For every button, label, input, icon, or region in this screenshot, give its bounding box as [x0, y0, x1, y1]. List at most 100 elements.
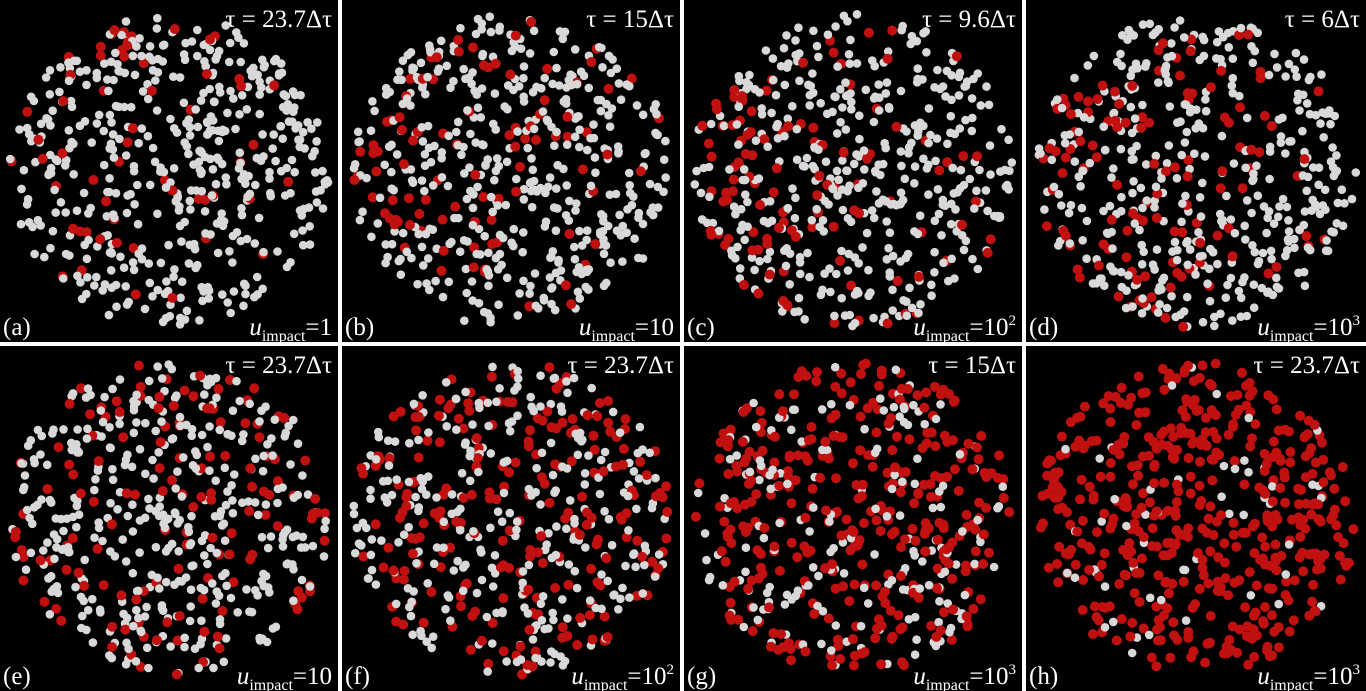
- red-particle: [605, 427, 615, 437]
- red-particle: [1216, 66, 1226, 76]
- particle: [243, 105, 252, 114]
- red-particle: [1158, 38, 1168, 48]
- particle: [758, 110, 767, 119]
- particle: [122, 639, 131, 648]
- particle: [300, 144, 309, 153]
- red-particle: [1243, 660, 1253, 670]
- particle: [847, 105, 856, 114]
- red-particle: [128, 123, 138, 133]
- particle: [49, 227, 58, 236]
- red-particle: [1136, 123, 1146, 133]
- particle: [25, 218, 34, 227]
- particle: [452, 395, 461, 404]
- particle: [805, 273, 814, 282]
- particle: [385, 461, 394, 470]
- particle: [939, 482, 948, 491]
- red-particle: [835, 256, 845, 266]
- particle: [281, 432, 290, 441]
- particle: [957, 166, 966, 175]
- particle: [1163, 304, 1172, 313]
- red-particle: [1186, 489, 1196, 499]
- red-particle: [1270, 540, 1280, 550]
- particle: [941, 568, 950, 577]
- u-subscript: impact: [1270, 328, 1314, 345]
- red-particle: [1164, 588, 1174, 598]
- red-particle: [999, 493, 1009, 503]
- particle: [200, 551, 209, 560]
- particle: [860, 165, 869, 174]
- particle: [1182, 616, 1191, 625]
- red-particle: [829, 431, 839, 441]
- particle: [883, 255, 892, 264]
- red-particle: [245, 463, 255, 473]
- particle: [760, 217, 769, 226]
- particle: [922, 48, 931, 57]
- particle: [573, 112, 582, 121]
- particle: [218, 290, 227, 299]
- red-particle: [836, 531, 846, 541]
- red-particle: [1144, 451, 1154, 461]
- red-particle: [36, 555, 46, 565]
- particle: [581, 543, 590, 552]
- particle: [238, 498, 247, 507]
- particle: [601, 448, 610, 457]
- particle: [731, 210, 740, 219]
- particle: [809, 503, 818, 512]
- red-particle: [1338, 462, 1348, 472]
- particle: [460, 169, 469, 178]
- particle: [1109, 164, 1118, 173]
- red-particle: [890, 527, 900, 537]
- red-particle: [842, 515, 852, 525]
- particle: [782, 262, 791, 271]
- red-particle: [1257, 533, 1267, 543]
- particle: [248, 608, 257, 617]
- particle: [376, 194, 385, 203]
- particle: [1194, 228, 1203, 237]
- particle: [598, 63, 607, 72]
- particle: [93, 69, 102, 78]
- particle: [496, 231, 505, 240]
- particle: [187, 186, 196, 195]
- particle: [151, 76, 160, 85]
- particle: [1322, 246, 1331, 255]
- particle: [431, 277, 440, 286]
- particle: [1149, 260, 1158, 269]
- particle: [661, 137, 670, 146]
- red-particle: [398, 620, 408, 630]
- particle: [472, 250, 481, 259]
- particle: [110, 153, 119, 162]
- red-particle: [456, 601, 466, 611]
- particle: [226, 87, 235, 96]
- particle: [1316, 210, 1325, 219]
- particle: [320, 552, 329, 561]
- red-particle: [389, 411, 399, 421]
- particle: [36, 221, 45, 230]
- red-particle: [621, 414, 631, 424]
- red-particle: [858, 480, 868, 490]
- u-subscript: impact: [262, 328, 306, 345]
- particle: [529, 166, 538, 175]
- particle: [77, 624, 86, 633]
- particle: [553, 204, 562, 213]
- particle: [990, 563, 999, 572]
- red-particle: [904, 434, 914, 444]
- red-particle: [1076, 136, 1086, 146]
- particle: [1065, 130, 1074, 139]
- particle: [525, 561, 534, 570]
- particle: [1266, 147, 1275, 156]
- red-particle: [981, 472, 991, 482]
- red-particle: [1159, 478, 1169, 488]
- red-particle: [1205, 546, 1215, 556]
- particle: [189, 561, 198, 570]
- particle: [241, 281, 250, 290]
- particle: [106, 111, 115, 120]
- red-particle: [1245, 567, 1255, 577]
- red-particle: [1127, 618, 1137, 628]
- red-particle: [538, 416, 548, 426]
- particle: [618, 257, 627, 266]
- particle: [1181, 100, 1190, 109]
- red-particle: [172, 669, 182, 679]
- particle: [251, 586, 260, 595]
- particle: [814, 53, 823, 62]
- red-particle: [814, 171, 824, 181]
